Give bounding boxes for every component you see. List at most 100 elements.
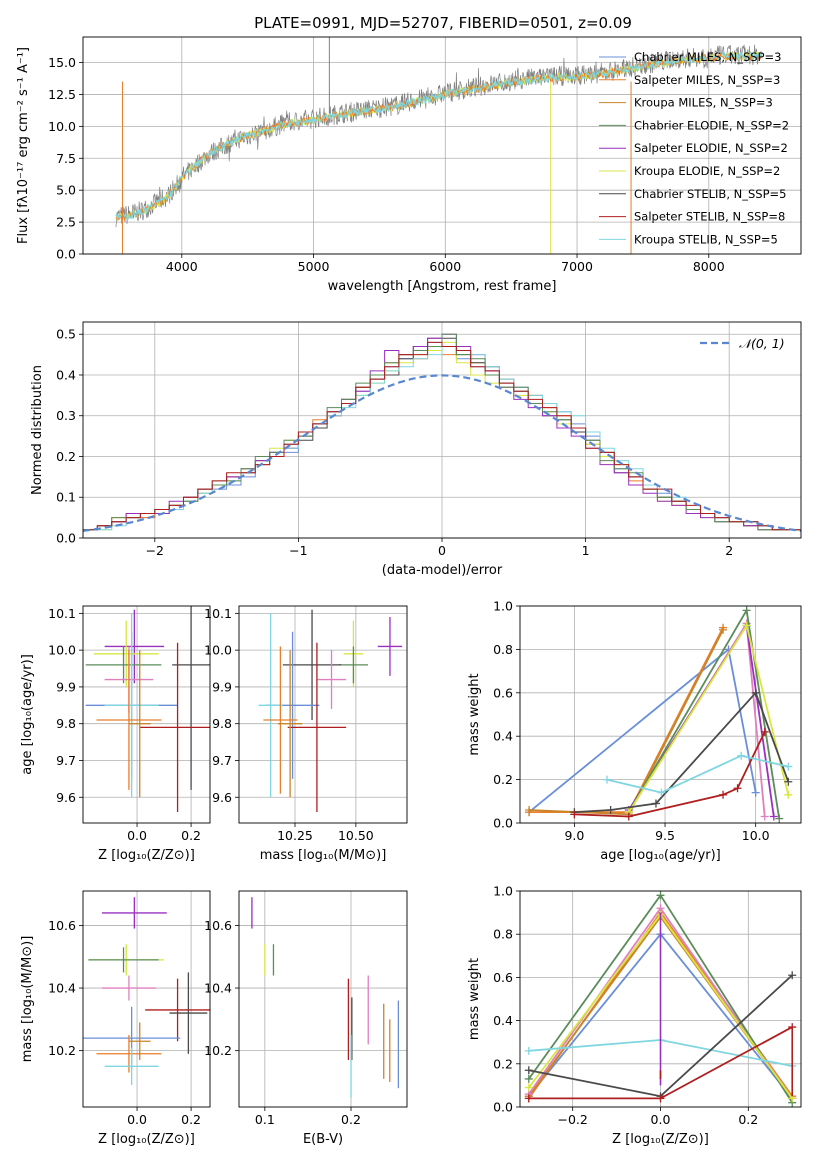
y-tick-label: 2.5 [56,215,76,230]
mass-weight-marker [788,971,797,980]
mass-weight-marker [656,891,665,900]
x-tick-label: 9.0 [564,828,584,843]
legend-label: Chabrier ELODIE, N_SSP=2 [634,118,789,132]
legend-label: 𝒩(0, 1) [739,336,785,351]
x-tick-label: 9.5 [655,828,675,843]
mass-weight-marker [525,805,534,814]
mass-weight-vs-age-panel: 9.0 9.5 10.0 0.0 0.2 0.4 0.6 0.8 1.0 age [log₁₀(a… [467,599,802,863]
y-tick-label: 1.0 [493,599,513,614]
mass-weight-marker [524,1074,533,1083]
mass-weight-marker [624,812,633,821]
y-tick-label: 9.8 [56,716,76,731]
residual-histogram-panel: −2 −1 0 1 2 0.0 0.1 0.2 0.3 0.4 0.5 (data-model)/er… [30,321,802,578]
age-vs-mass-panel: 10.25 10.50 9.6 9.7 9.8 9.9 10.0 10.1 mass [log₁… [204,605,408,863]
y-tick-label: 9.9 [56,679,76,694]
x-tick-label: 10.25 [277,828,313,843]
y-tick-label: 0.5 [56,327,76,342]
y-axis-label: age [log₁₀(age/yr)] [20,654,35,775]
x-tick-label: −1 [289,543,307,558]
x-tick-label: 8000 [693,259,725,274]
plot-area [258,609,403,812]
mass-weight-marker [524,1083,533,1092]
y-tick-label: 0.3 [56,408,76,423]
x-axis-label: E(B-V) [303,1132,343,1147]
x-tick-label: −2 [146,543,164,558]
x-axis-label: (data-model)/error [382,563,503,578]
axes-frame [238,605,408,824]
x-axis-label: Z [log₁₀(Z/Z⊙)] [98,1132,195,1147]
x-tick-label: 0.1 [255,1112,275,1127]
mass-weight-line [628,620,766,817]
grid [83,891,210,1107]
y-tick-label: 10.0 [204,643,232,658]
axes-frame [82,605,211,824]
y-axis-label: mass [log₁₀(M/M⊙)] [20,936,35,1063]
plot-area [251,897,400,1098]
y-tick-label: 0.0 [56,247,76,262]
mass-weight-marker [742,606,751,615]
x-tick-label: 10.0 [742,828,770,843]
y-tick-label: 0.2 [493,772,513,787]
plot-area [524,891,797,1107]
y-tick-label: 0.0 [56,531,76,546]
y-tick-label: 9.9 [212,679,232,694]
mass-weight-marker [719,625,728,634]
mass-weight-marker [733,784,742,793]
spectrum-model-line [115,51,762,221]
figure-title: PLATE=0991, MJD=52707, FIBERID=0501, z=0… [254,14,632,32]
mass-weight-marker [606,805,615,814]
y-tick-label: 15.0 [48,55,76,70]
mass-weight-marker [769,812,778,821]
mass-weight-line [628,622,775,817]
x-tick-label: 0.0 [651,1112,671,1127]
histogram-series [83,341,801,538]
x-tick-label: 2 [725,543,733,558]
axes-frame [82,890,211,1108]
mass-weight-marker [784,762,793,771]
mass-weight-marker [651,799,660,808]
x-tick-label: 4000 [166,259,198,274]
axes-frame [519,890,802,1108]
mass-weight-marker [784,790,793,799]
mass-weight-marker [760,812,769,821]
axes-frame [82,36,802,255]
y-tick-label: 10.6 [204,918,232,933]
mass-weight-line [628,607,781,819]
mass-weight-marker [656,1094,665,1103]
y-tick-label: 0.4 [56,367,76,382]
x-axis-label: age [log₁₀(age/yr)] [600,848,721,863]
legend-label: Salpeter MILES, N_SSP=3 [634,73,780,87]
grid [239,891,407,1107]
age-vs-metallicity-panel: 0.0 0.2 9.6 9.7 9.8 9.9 10.0 10.1 Z [log₁₀(Z/Z⊙)… [20,605,211,863]
x-tick-label: 0.0 [127,1112,147,1127]
mass-weight-marker [751,688,760,697]
legend-label: Kroupa MILES, N_SSP=3 [634,96,773,110]
y-tick-label: 9.6 [56,790,76,805]
y-axis-label: mass weight [467,958,482,1040]
y-tick-label: 0.6 [493,685,513,700]
mass-weight-marker [603,775,612,784]
legend-label: Chabrier MILES, N_SSP=3 [634,50,781,64]
y-tick-label: 0.4 [493,1013,513,1028]
y-tick-label: 9.7 [56,753,76,768]
x-tick-label: 10.50 [338,828,374,843]
mass-weight-line [529,629,724,816]
y-tick-label: 10.2 [204,1043,232,1058]
mass-weight-marker [570,810,579,819]
mass-weight-marker [737,751,746,760]
y-tick-label: 0.8 [493,927,513,942]
grid [239,606,407,823]
x-tick-label: −0.2 [558,1112,588,1127]
mass-weight-marker [657,788,666,797]
legend-label: Chabrier STELIB, N_SSP=5 [634,187,786,201]
axes-frame [519,605,802,824]
legend-label: Salpeter ELODIE, N_SSP=2 [634,141,788,155]
y-tick-label: 0.1 [56,490,76,505]
legend-label: Kroupa ELODIE, N_SSP=2 [634,164,780,178]
y-axis-label: mass weight [467,673,482,755]
x-axis-label: Z [log₁₀(Z/Z⊙)] [98,848,195,863]
y-tick-label: 0.6 [493,970,513,985]
plot-area [85,606,210,812]
y-tick-label: 0.4 [493,729,513,744]
